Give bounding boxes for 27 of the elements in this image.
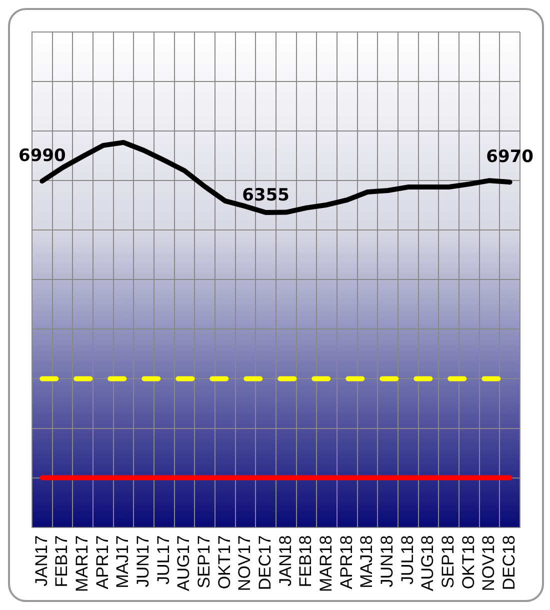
x-tick-label: MAJ18 [357,535,376,588]
data-label: 6970 [486,147,534,167]
x-tick-label: SEP17 [194,535,214,588]
x-tick-label: JUL17 [154,535,173,584]
x-tick-label: SEP18 [438,535,458,588]
x-tick-label: FEB18 [296,535,316,588]
x-tick-label: AUG17 [174,535,194,592]
data-label: 6990 [18,146,66,166]
x-tick-label: NOV18 [479,535,498,592]
x-tick-label: MAJ17 [113,535,132,588]
x-tick-label: DEC18 [500,535,519,590]
x-tick-label: FEB17 [52,535,72,588]
x-tick-label: JAN18 [276,535,295,586]
x-tick-label: MAR17 [72,535,92,592]
x-tick-label: OKT18 [458,535,478,590]
x-tick-label: APR17 [92,535,112,590]
x-tick-label: APR18 [336,535,356,590]
x-tick-label: MAR18 [316,535,336,592]
x-tick-label: DEC17 [256,535,275,590]
x-tick-label: AUG18 [418,535,438,592]
x-tick-label: JUL18 [398,535,417,584]
x-tick-label: JUN18 [378,535,397,588]
x-tick-label: OKT17 [214,535,234,590]
x-tick-label: JUN17 [134,535,153,588]
data-label: 6355 [242,185,290,206]
x-tick-label: JAN17 [32,535,51,586]
x-tick-label: NOV17 [235,535,254,592]
